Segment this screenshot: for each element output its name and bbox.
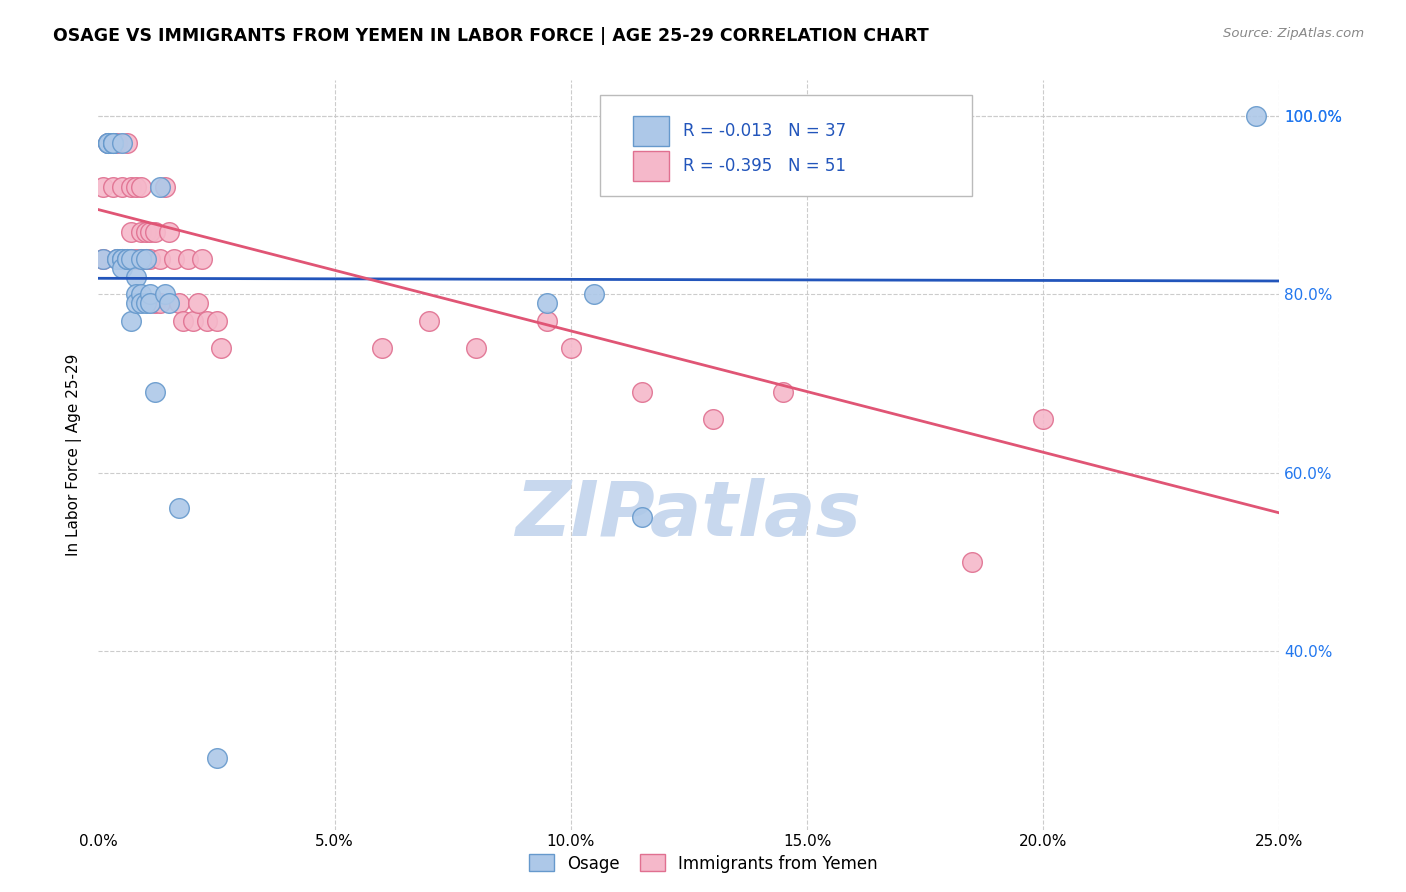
Point xyxy=(129,287,152,301)
Point xyxy=(101,136,124,150)
Point xyxy=(101,180,124,194)
Point xyxy=(157,225,180,239)
Point xyxy=(630,385,652,400)
Point xyxy=(187,296,209,310)
Point xyxy=(143,296,166,310)
Point xyxy=(163,252,186,266)
Point xyxy=(143,385,166,400)
Point xyxy=(149,252,172,266)
Point xyxy=(129,225,152,239)
Point xyxy=(97,136,120,150)
Point xyxy=(205,314,228,328)
Point xyxy=(121,252,143,266)
Point xyxy=(105,136,128,150)
Point xyxy=(1032,412,1054,426)
Point xyxy=(115,252,138,266)
Point xyxy=(149,180,172,194)
Point xyxy=(536,314,558,328)
Point xyxy=(153,287,176,301)
Point xyxy=(97,136,120,150)
Point xyxy=(205,751,228,765)
Point xyxy=(105,252,128,266)
Text: OSAGE VS IMMIGRANTS FROM YEMEN IN LABOR FORCE | AGE 25-29 CORRELATION CHART: OSAGE VS IMMIGRANTS FROM YEMEN IN LABOR … xyxy=(53,27,929,45)
Point xyxy=(139,287,162,301)
Point xyxy=(111,252,134,266)
FancyBboxPatch shape xyxy=(634,116,669,146)
Point xyxy=(209,341,232,355)
Point xyxy=(129,252,152,266)
Point xyxy=(153,180,176,194)
Point xyxy=(167,296,190,310)
Point xyxy=(962,555,984,569)
Y-axis label: In Labor Force | Age 25-29: In Labor Force | Age 25-29 xyxy=(66,354,83,556)
Point xyxy=(135,252,157,266)
Point xyxy=(772,385,794,400)
Point xyxy=(121,252,143,266)
Point xyxy=(125,180,148,194)
Point xyxy=(125,296,148,310)
Point xyxy=(91,252,114,266)
Point xyxy=(583,287,606,301)
Point xyxy=(91,180,114,194)
Point xyxy=(149,296,172,310)
Point xyxy=(135,225,157,239)
Point xyxy=(135,252,157,266)
Point xyxy=(121,180,143,194)
Point xyxy=(125,269,148,284)
Text: R = -0.013   N = 37: R = -0.013 N = 37 xyxy=(683,122,846,140)
Point xyxy=(1244,109,1267,123)
Point xyxy=(418,314,440,328)
Point xyxy=(125,252,148,266)
Point xyxy=(465,341,488,355)
Point xyxy=(105,252,128,266)
Point xyxy=(139,225,162,239)
FancyBboxPatch shape xyxy=(600,95,973,196)
Point xyxy=(139,296,162,310)
Point xyxy=(177,252,200,266)
Point xyxy=(129,252,152,266)
FancyBboxPatch shape xyxy=(634,152,669,181)
Point xyxy=(121,225,143,239)
Point xyxy=(97,136,120,150)
Point xyxy=(139,252,162,266)
Point xyxy=(115,136,138,150)
Point xyxy=(115,252,138,266)
Point xyxy=(101,136,124,150)
Point xyxy=(111,260,134,275)
Point xyxy=(121,314,143,328)
Point xyxy=(536,296,558,310)
Point xyxy=(135,252,157,266)
Text: ZIPatlas: ZIPatlas xyxy=(516,478,862,552)
Text: R = -0.395   N = 51: R = -0.395 N = 51 xyxy=(683,158,846,176)
Point xyxy=(702,412,724,426)
Point xyxy=(371,341,394,355)
Point xyxy=(167,501,190,516)
Point xyxy=(157,296,180,310)
Point xyxy=(101,136,124,150)
Point xyxy=(135,296,157,310)
Text: Source: ZipAtlas.com: Source: ZipAtlas.com xyxy=(1223,27,1364,40)
Point xyxy=(172,314,194,328)
Legend: Osage, Immigrants from Yemen: Osage, Immigrants from Yemen xyxy=(522,847,884,880)
Point xyxy=(560,341,582,355)
Point xyxy=(129,180,152,194)
Point xyxy=(630,510,652,524)
Point xyxy=(105,252,128,266)
Point xyxy=(111,252,134,266)
Point xyxy=(125,287,148,301)
Point xyxy=(115,252,138,266)
Point xyxy=(101,136,124,150)
Point xyxy=(143,225,166,239)
Point xyxy=(111,180,134,194)
Point xyxy=(91,252,114,266)
Point xyxy=(111,252,134,266)
Point xyxy=(191,252,214,266)
Point xyxy=(111,252,134,266)
Point xyxy=(129,296,152,310)
Point xyxy=(111,136,134,150)
Point xyxy=(181,314,204,328)
Point xyxy=(195,314,218,328)
Point xyxy=(97,136,120,150)
